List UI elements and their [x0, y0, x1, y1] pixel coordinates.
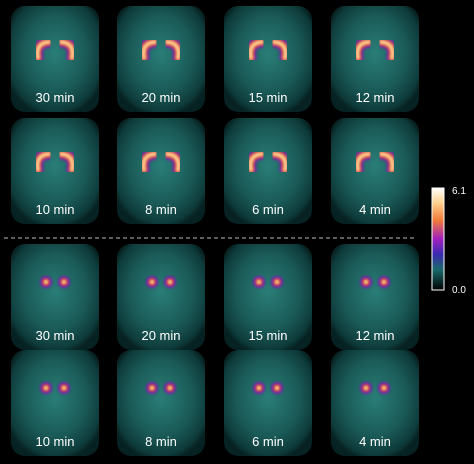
time-label: 15 min: [248, 90, 287, 105]
uptake: [59, 40, 74, 60]
scan-panel: [331, 350, 419, 456]
uptake: [165, 40, 180, 60]
colorbar-min: 0.0: [452, 285, 466, 296]
uptake: [364, 280, 368, 284]
time-label: 8 min: [145, 434, 177, 449]
time-label: 30 min: [35, 328, 74, 343]
scan-panel: [11, 6, 99, 112]
panels: 30 min 20 min 15 min 12 min 10 min 8 min 6 min…: [11, 6, 419, 456]
uptake: [59, 152, 74, 172]
uptake: [150, 386, 154, 390]
time-label: 8 min: [145, 202, 177, 217]
uptake: [356, 40, 371, 60]
uptake: [44, 386, 48, 390]
scan-panel: [224, 244, 312, 350]
time-label: 6 min: [252, 434, 284, 449]
time-label: 20 min: [141, 90, 180, 105]
uptake: [272, 40, 287, 60]
time-label: 20 min: [141, 328, 180, 343]
scan-panel: [11, 118, 99, 224]
colorbar: [431, 187, 445, 291]
uptake: [257, 386, 261, 390]
scan-panel: [11, 350, 99, 456]
uptake: [168, 280, 172, 284]
uptake: [356, 152, 371, 172]
uptake: [275, 386, 279, 390]
uptake: [249, 40, 264, 60]
colorbar-max: 6.1: [452, 186, 466, 197]
time-label: 10 min: [35, 202, 74, 217]
time-label: 6 min: [252, 202, 284, 217]
uptake: [142, 40, 157, 60]
uptake: [168, 386, 172, 390]
scan-panel: [224, 350, 312, 456]
uptake: [62, 386, 66, 390]
uptake: [382, 280, 386, 284]
scan-panel: [117, 244, 205, 350]
uptake: [275, 280, 279, 284]
uptake: [382, 386, 386, 390]
scan-panel: [117, 6, 205, 112]
time-label: 10 min: [35, 434, 74, 449]
scan-panel: [11, 244, 99, 350]
uptake: [364, 386, 368, 390]
uptake: [165, 152, 180, 172]
uptake: [150, 280, 154, 284]
uptake: [272, 152, 287, 172]
time-label: 30 min: [35, 90, 74, 105]
uptake: [44, 280, 48, 284]
uptake: [36, 40, 51, 60]
scan-panel: [331, 118, 419, 224]
time-label: 12 min: [355, 90, 394, 105]
time-label: 4 min: [359, 202, 391, 217]
uptake: [379, 152, 394, 172]
scan-panel: [224, 118, 312, 224]
time-label: 4 min: [359, 434, 391, 449]
scan-panel: [117, 350, 205, 456]
uptake: [62, 280, 66, 284]
time-label: 12 min: [355, 328, 394, 343]
uptake: [142, 152, 157, 172]
scan-panel: [331, 244, 419, 350]
scan-panel: [224, 6, 312, 112]
scan-panel: [117, 118, 205, 224]
uptake: [379, 40, 394, 60]
scan-panel: [331, 6, 419, 112]
uptake: [36, 152, 51, 172]
uptake: [257, 280, 261, 284]
time-label: 15 min: [248, 328, 287, 343]
uptake: [249, 152, 264, 172]
